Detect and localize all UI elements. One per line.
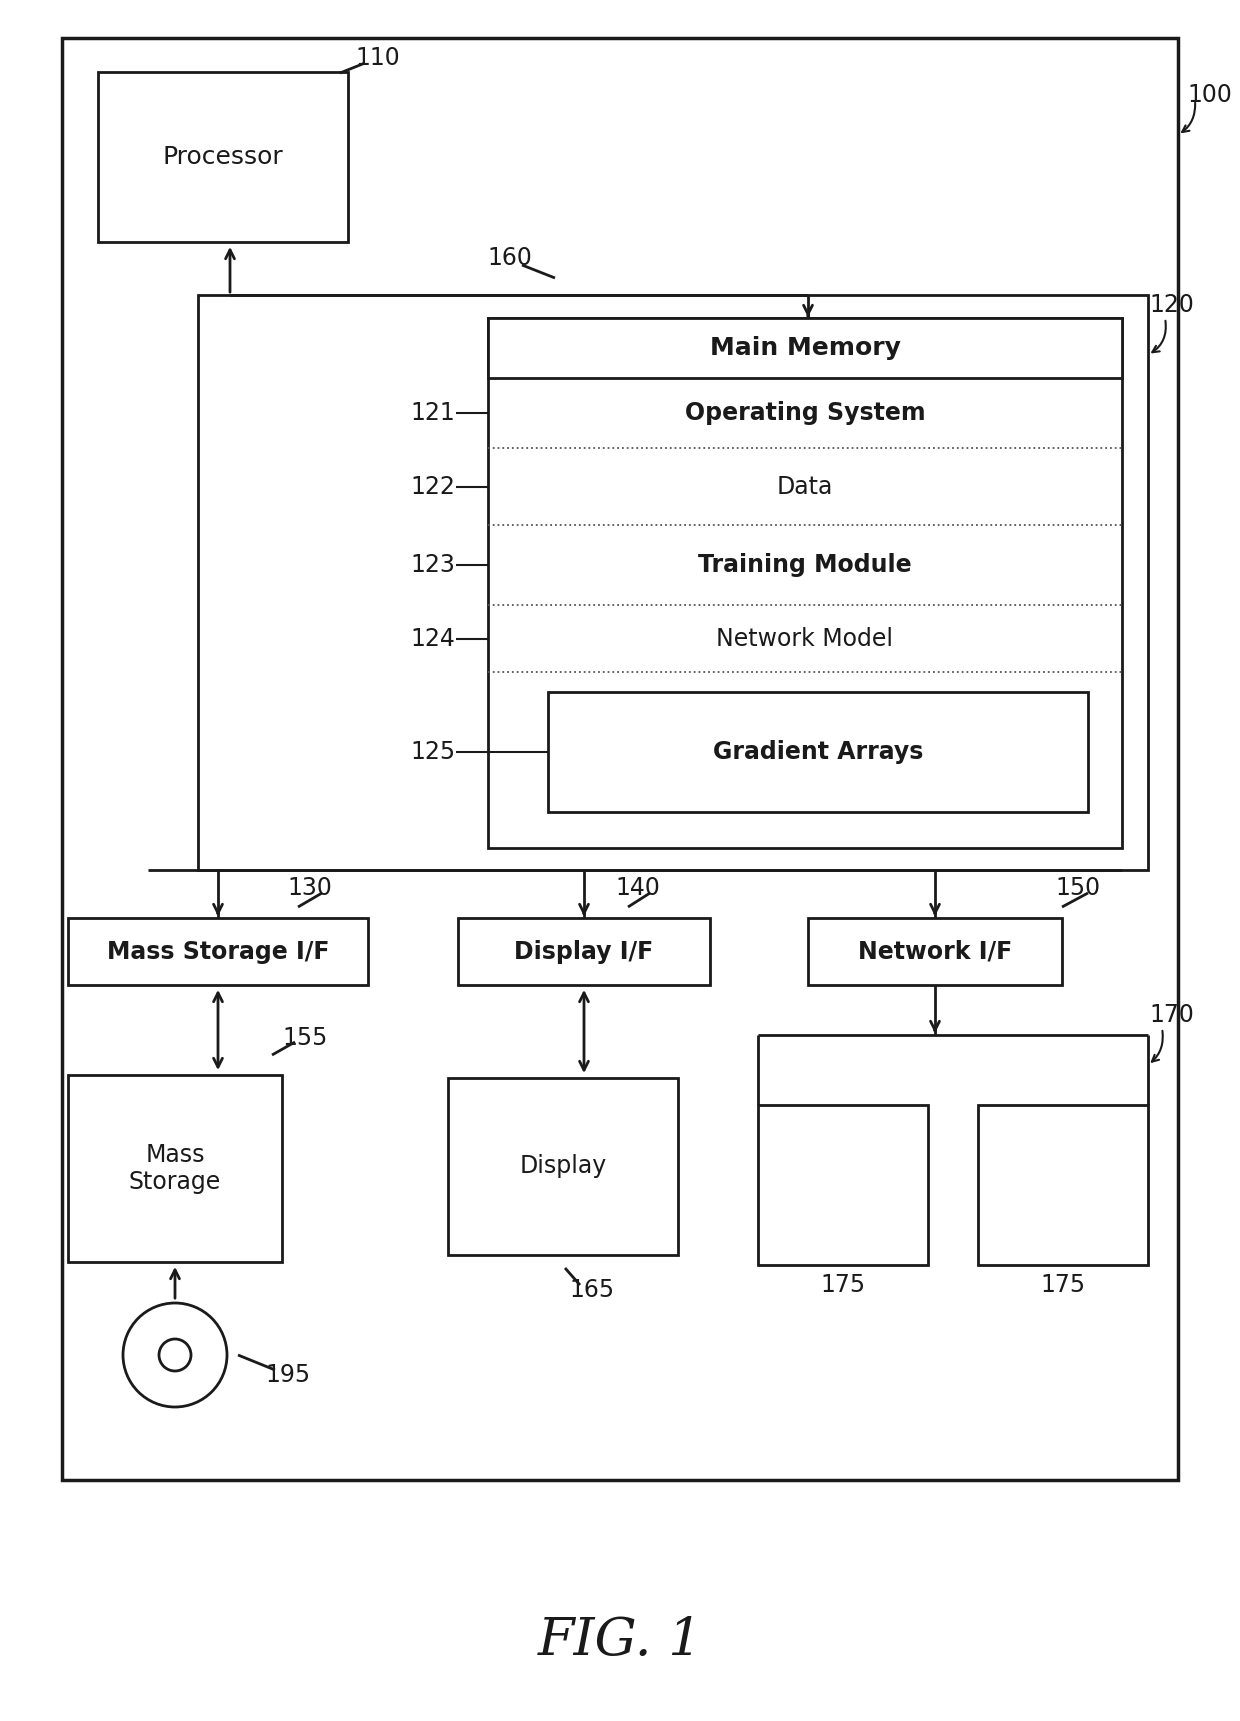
Text: 125: 125 (410, 740, 455, 764)
Text: Main Memory: Main Memory (709, 336, 900, 360)
Text: Mass
Storage: Mass Storage (129, 1143, 221, 1194)
Text: 160: 160 (487, 246, 532, 270)
Bar (489, 318, 1122, 379)
Text: 195: 195 (265, 1363, 310, 1387)
Text: Mass Storage I/F: Mass Storage I/F (107, 940, 330, 964)
Bar (198, 294, 1148, 871)
FancyArrowPatch shape (1182, 103, 1195, 133)
Text: 130: 130 (288, 876, 332, 900)
Text: 140: 140 (615, 876, 661, 900)
Text: Data: Data (776, 475, 833, 499)
Bar (448, 1077, 678, 1255)
Text: FIG. 1: FIG. 1 (538, 1614, 702, 1666)
Text: 123: 123 (410, 552, 455, 577)
Bar (68, 1076, 281, 1261)
Bar (458, 917, 711, 984)
Text: Processor: Processor (162, 145, 284, 169)
FancyArrowPatch shape (1152, 1031, 1163, 1062)
Text: 121: 121 (410, 401, 455, 425)
Bar (758, 1105, 928, 1265)
Text: 110: 110 (356, 46, 401, 71)
FancyArrowPatch shape (1152, 320, 1166, 353)
Text: Network Model: Network Model (717, 626, 894, 651)
Bar (808, 917, 1061, 984)
Bar (548, 692, 1087, 812)
Text: 100: 100 (1188, 83, 1233, 107)
Bar (978, 1105, 1148, 1265)
Bar (489, 318, 1122, 848)
Bar (62, 38, 1178, 1480)
Text: Gradient Arrays: Gradient Arrays (713, 740, 924, 764)
Text: 155: 155 (283, 1026, 327, 1050)
Bar (68, 917, 368, 984)
Bar (98, 72, 348, 243)
Text: 175: 175 (821, 1274, 866, 1298)
Text: 124: 124 (410, 626, 455, 651)
Text: 175: 175 (1040, 1274, 1085, 1298)
Text: Operating System: Operating System (684, 401, 925, 425)
Text: Training Module: Training Module (698, 552, 911, 577)
Text: 122: 122 (410, 475, 455, 499)
Text: 120: 120 (1149, 293, 1194, 317)
Text: Display: Display (520, 1155, 606, 1179)
Text: Network I/F: Network I/F (858, 940, 1012, 964)
Text: 165: 165 (569, 1279, 615, 1303)
Text: 150: 150 (1055, 876, 1101, 900)
Text: 170: 170 (1149, 1003, 1194, 1027)
Text: Display I/F: Display I/F (515, 940, 653, 964)
